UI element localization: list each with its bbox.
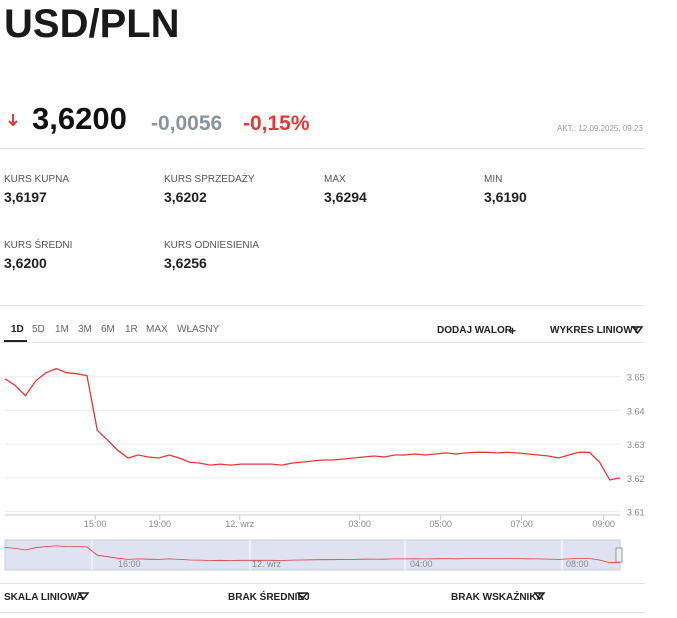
chart-type-button[interactable]: WYKRES LINIOWY bbox=[550, 325, 640, 336]
stat-label: KURS ŚREDNI bbox=[4, 240, 73, 251]
updated: AKT.: 12.09.2025, 09:23 bbox=[557, 124, 643, 133]
dropdown-icon bbox=[631, 326, 644, 335]
navigator-grid bbox=[91, 540, 563, 570]
y-tick-label: 3.61 bbox=[627, 508, 645, 518]
navigator-handle[interactable] bbox=[615, 547, 623, 563]
x-tick-label: 09:00 bbox=[592, 519, 615, 529]
stat-label: KURS KUPNA bbox=[4, 174, 70, 185]
stat-value: 3,6256 bbox=[164, 255, 207, 271]
tab[interactable]: 6M bbox=[101, 324, 115, 335]
navigator-label: 04:00 bbox=[410, 559, 433, 569]
title: USD/PLN bbox=[4, 2, 180, 46]
y-tick-label: 3.64 bbox=[627, 406, 645, 416]
tab[interactable]: MAX bbox=[146, 324, 168, 335]
stat-value: 3,6200 bbox=[4, 255, 47, 271]
stat-value: 3,6197 bbox=[4, 189, 47, 205]
dropdown-icon bbox=[533, 592, 546, 601]
tab[interactable]: 5D bbox=[32, 324, 45, 335]
navigator-label: 08:00 bbox=[566, 559, 589, 569]
indicator-button[interactable]: BRAK WSKAŹNIKA bbox=[451, 592, 544, 603]
scale-button[interactable]: SKALA LINIOWA bbox=[4, 592, 84, 603]
x-tick-label: 03:00 bbox=[348, 519, 371, 529]
divider bbox=[0, 305, 645, 306]
tab[interactable]: WŁASNY bbox=[177, 324, 220, 335]
navigator-label: 16:00 bbox=[118, 559, 141, 569]
x-tick-label: 07:00 bbox=[510, 519, 533, 529]
stat-label: KURS SPRZEDAŻY bbox=[164, 174, 255, 185]
y-tick-label: 3.62 bbox=[627, 474, 645, 484]
stat-value: 3,6190 bbox=[484, 189, 527, 205]
stat-value: 3,6294 bbox=[324, 189, 367, 205]
y-tick-label: 3.65 bbox=[627, 373, 645, 383]
y-tick-label: 3.63 bbox=[627, 440, 645, 450]
change-percent: -0,15% bbox=[243, 112, 310, 135]
stat-label: MAX bbox=[324, 174, 346, 185]
add-button[interactable]: DODAJ WALOR bbox=[437, 325, 512, 336]
tab[interactable]: 1R bbox=[125, 324, 138, 335]
change: -0,0056 bbox=[151, 112, 223, 135]
divider bbox=[0, 612, 645, 613]
divider bbox=[0, 342, 645, 343]
tab[interactable]: 3M bbox=[78, 324, 92, 335]
add-icon[interactable]: + bbox=[509, 324, 517, 338]
dropdown-icon bbox=[77, 592, 90, 601]
tab[interactable]: 1M bbox=[55, 324, 69, 335]
x-tick-label: 15:00 bbox=[84, 519, 107, 529]
divider bbox=[0, 583, 645, 584]
navigator-label: 12. wrz bbox=[252, 559, 282, 569]
dropdown-icon bbox=[296, 592, 309, 601]
average-button[interactable]: BRAK ŚREDNIEJ bbox=[228, 592, 310, 603]
x-tick-label: 12. wrz bbox=[225, 519, 255, 529]
x-tick-label: 19:00 bbox=[149, 519, 172, 529]
tab[interactable]: 1D bbox=[11, 324, 24, 335]
divider bbox=[0, 148, 645, 149]
x-tick-label: 05:00 bbox=[429, 519, 452, 529]
price: 3,6200 bbox=[32, 101, 127, 136]
navigator-line bbox=[4, 545, 621, 564]
stat-label: KURS ODNIESIENIA bbox=[164, 240, 260, 251]
stat-value: 3,6202 bbox=[164, 189, 207, 205]
down-arrow bbox=[8, 114, 18, 127]
price-line bbox=[4, 367, 621, 481]
stat-label: MIN bbox=[484, 174, 503, 185]
